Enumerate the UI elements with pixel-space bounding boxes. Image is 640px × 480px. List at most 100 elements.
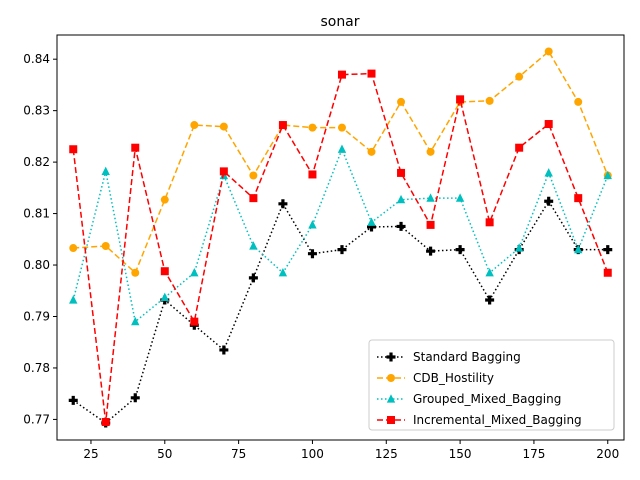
axes-frame xyxy=(56,34,625,441)
data-point xyxy=(308,220,317,229)
data-point xyxy=(190,317,199,326)
data-point xyxy=(574,97,583,106)
data-point xyxy=(249,171,258,180)
series-incremental-mixed-bagging xyxy=(69,69,612,426)
data-point xyxy=(544,120,553,129)
data-point xyxy=(101,241,110,250)
data-point xyxy=(397,97,406,106)
data-point xyxy=(426,220,435,229)
legend-label: Grouped_Mixed_Bagging xyxy=(413,392,561,406)
data-point xyxy=(101,166,110,175)
y-tick-label: 0.81 xyxy=(23,207,50,221)
legend: Standard Bagging CDB_Hostility Grouped_Mix… xyxy=(368,339,615,431)
data-point xyxy=(396,194,406,204)
data-point xyxy=(515,143,524,152)
data-point xyxy=(219,345,229,355)
x-tick-label: 200 xyxy=(596,447,619,461)
x-tick-label: 50 xyxy=(157,447,172,461)
data-point xyxy=(278,199,288,209)
data-point xyxy=(485,267,494,277)
series-grouped-mixed-bagging xyxy=(69,144,612,326)
legend-entry: Grouped_Mixed_Bagging xyxy=(377,392,561,406)
x-tick-label: 25 xyxy=(83,447,98,461)
data-point xyxy=(514,243,524,252)
series-line xyxy=(73,50,609,275)
y-tick-label: 0.82 xyxy=(23,155,50,169)
data-point xyxy=(337,123,346,132)
legend-entry: Incremental_Mixed_Bagging xyxy=(377,413,582,427)
legend-marker xyxy=(387,374,395,382)
legend-label: Incremental_Mixed_Bagging xyxy=(413,413,582,427)
data-point xyxy=(337,144,347,153)
data-point xyxy=(190,121,199,130)
legend-box xyxy=(368,339,615,431)
data-point xyxy=(515,72,524,81)
plot-area: 25 50 75 100 125 150 175 200 0.77 0.78 0.79 0.80 0.8… xyxy=(23,34,625,461)
y-tick-label: 0.79 xyxy=(23,309,50,323)
data-point xyxy=(219,122,228,131)
data-point xyxy=(367,217,376,226)
data-point xyxy=(160,195,169,204)
data-point xyxy=(130,393,140,403)
data-point xyxy=(544,168,553,177)
data-point xyxy=(603,268,612,277)
data-point xyxy=(485,295,495,305)
y-tick-label: 0.84 xyxy=(23,52,50,66)
y-tick-label: 0.83 xyxy=(23,104,50,118)
x-tick-label: 75 xyxy=(231,447,246,461)
data-point xyxy=(426,147,435,156)
x-tick-label: 125 xyxy=(375,447,398,461)
data-point xyxy=(456,95,465,104)
data-point xyxy=(249,241,258,250)
data-point xyxy=(367,147,376,156)
data-point xyxy=(307,249,317,259)
x-tick-label: 100 xyxy=(301,447,324,461)
data-point xyxy=(278,267,288,277)
legend-label: Standard Bagging xyxy=(413,350,521,364)
legend-marker xyxy=(386,352,396,362)
data-point xyxy=(190,267,199,277)
data-point xyxy=(69,295,78,304)
data-point xyxy=(455,245,465,255)
data-point xyxy=(426,246,436,256)
legend-marker xyxy=(387,416,395,424)
data-point xyxy=(219,167,228,176)
data-point xyxy=(603,245,613,255)
data-point xyxy=(396,221,406,231)
data-point xyxy=(544,47,553,56)
data-point xyxy=(160,292,169,302)
data-point xyxy=(278,121,287,130)
data-point xyxy=(308,123,317,132)
data-point xyxy=(69,244,78,253)
legend-entry: CDB_Hostility xyxy=(377,371,494,385)
data-point xyxy=(455,193,465,202)
data-point xyxy=(485,96,494,105)
data-point xyxy=(603,170,612,180)
data-point xyxy=(249,194,258,203)
data-point xyxy=(131,143,140,152)
data-point xyxy=(68,395,78,405)
chart-title: sonar xyxy=(320,14,359,30)
data-point xyxy=(337,245,347,255)
y-tick-label: 0.78 xyxy=(23,361,50,375)
data-point xyxy=(397,168,406,177)
legend-label: CDB_Hostility xyxy=(413,371,494,385)
legend-entry: Standard Bagging xyxy=(377,350,521,364)
x-tick-label: 150 xyxy=(449,447,472,461)
x-tick-label: 175 xyxy=(522,447,545,461)
data-point xyxy=(131,268,140,277)
y-tick-label: 0.80 xyxy=(23,258,50,272)
data-point xyxy=(160,267,169,276)
data-point xyxy=(574,244,583,254)
data-point xyxy=(248,273,258,283)
data-point xyxy=(367,222,377,232)
data-point xyxy=(131,316,140,326)
data-point xyxy=(485,218,494,227)
y-tick-label: 0.77 xyxy=(23,412,50,426)
data-point xyxy=(574,194,583,203)
data-point xyxy=(69,145,78,154)
data-point xyxy=(101,417,110,426)
data-point xyxy=(337,70,346,79)
